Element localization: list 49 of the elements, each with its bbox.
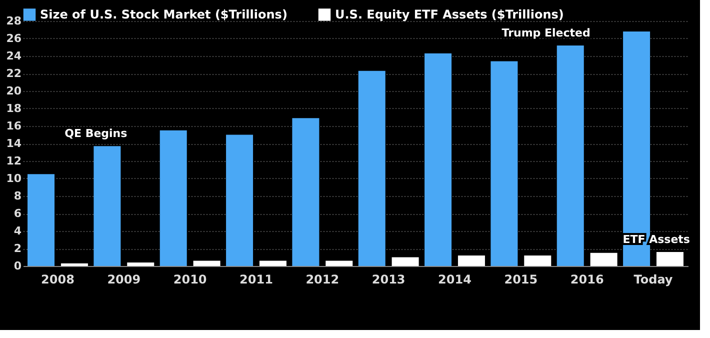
y-tick-label: 26 <box>6 32 22 45</box>
bar <box>226 134 254 266</box>
bar <box>326 260 353 266</box>
bar <box>94 146 121 266</box>
y-tick-label: 4 <box>14 224 22 238</box>
y-tick-label: 8 <box>14 190 22 202</box>
bar <box>590 252 618 266</box>
bar <box>458 256 485 266</box>
y-tick-label: 14 <box>6 137 22 150</box>
x-tick-label: Today <box>634 272 673 286</box>
bar <box>127 262 154 266</box>
x-tick-label: 2009 <box>107 272 141 286</box>
legend-label: Size of U.S. Stock Market ($Trillions) <box>40 8 288 22</box>
x-tick-label: 2013 <box>372 272 406 286</box>
y-tick-label: 24 <box>6 50 22 62</box>
y-tick-label: 6 <box>14 207 22 220</box>
bar <box>60 263 88 266</box>
y-tick-label: 12 <box>6 154 22 168</box>
y-tick-label: 16 <box>6 120 22 132</box>
x-tick-label: 2014 <box>438 272 472 286</box>
bar <box>193 260 220 266</box>
bar <box>160 130 187 266</box>
y-tick-label: 0 <box>14 260 22 272</box>
bar <box>524 256 552 266</box>
bar <box>556 46 584 266</box>
x-tick-label: 2016 <box>570 272 604 286</box>
bar <box>424 53 452 266</box>
annotation: Trump Elected <box>502 26 590 40</box>
annotation: QE Begins <box>64 127 128 140</box>
y-tick-label: 2 <box>14 242 22 255</box>
bar <box>292 118 320 266</box>
bar <box>656 252 684 266</box>
y-tick-label: 18 <box>6 102 22 115</box>
legend-label: U.S. Equity ETF Assets ($Trillions) <box>335 8 564 22</box>
bar <box>392 257 419 266</box>
x-tick-label: 2010 <box>173 272 207 286</box>
y-tick-label: 10 <box>6 172 22 185</box>
bar <box>623 32 650 266</box>
bar <box>490 61 518 266</box>
bar <box>28 174 55 266</box>
y-tick-label: 22 <box>6 67 22 80</box>
bar <box>358 70 386 266</box>
bar <box>259 260 286 266</box>
y-tick-label: 28 <box>6 14 22 28</box>
x-tick-label: 2015 <box>504 272 538 286</box>
y-tick-label: 20 <box>6 84 22 98</box>
x-tick-label: 2012 <box>306 272 340 286</box>
x-tick-label: 2008 <box>41 272 74 286</box>
x-tick-label: 2011 <box>240 272 273 286</box>
